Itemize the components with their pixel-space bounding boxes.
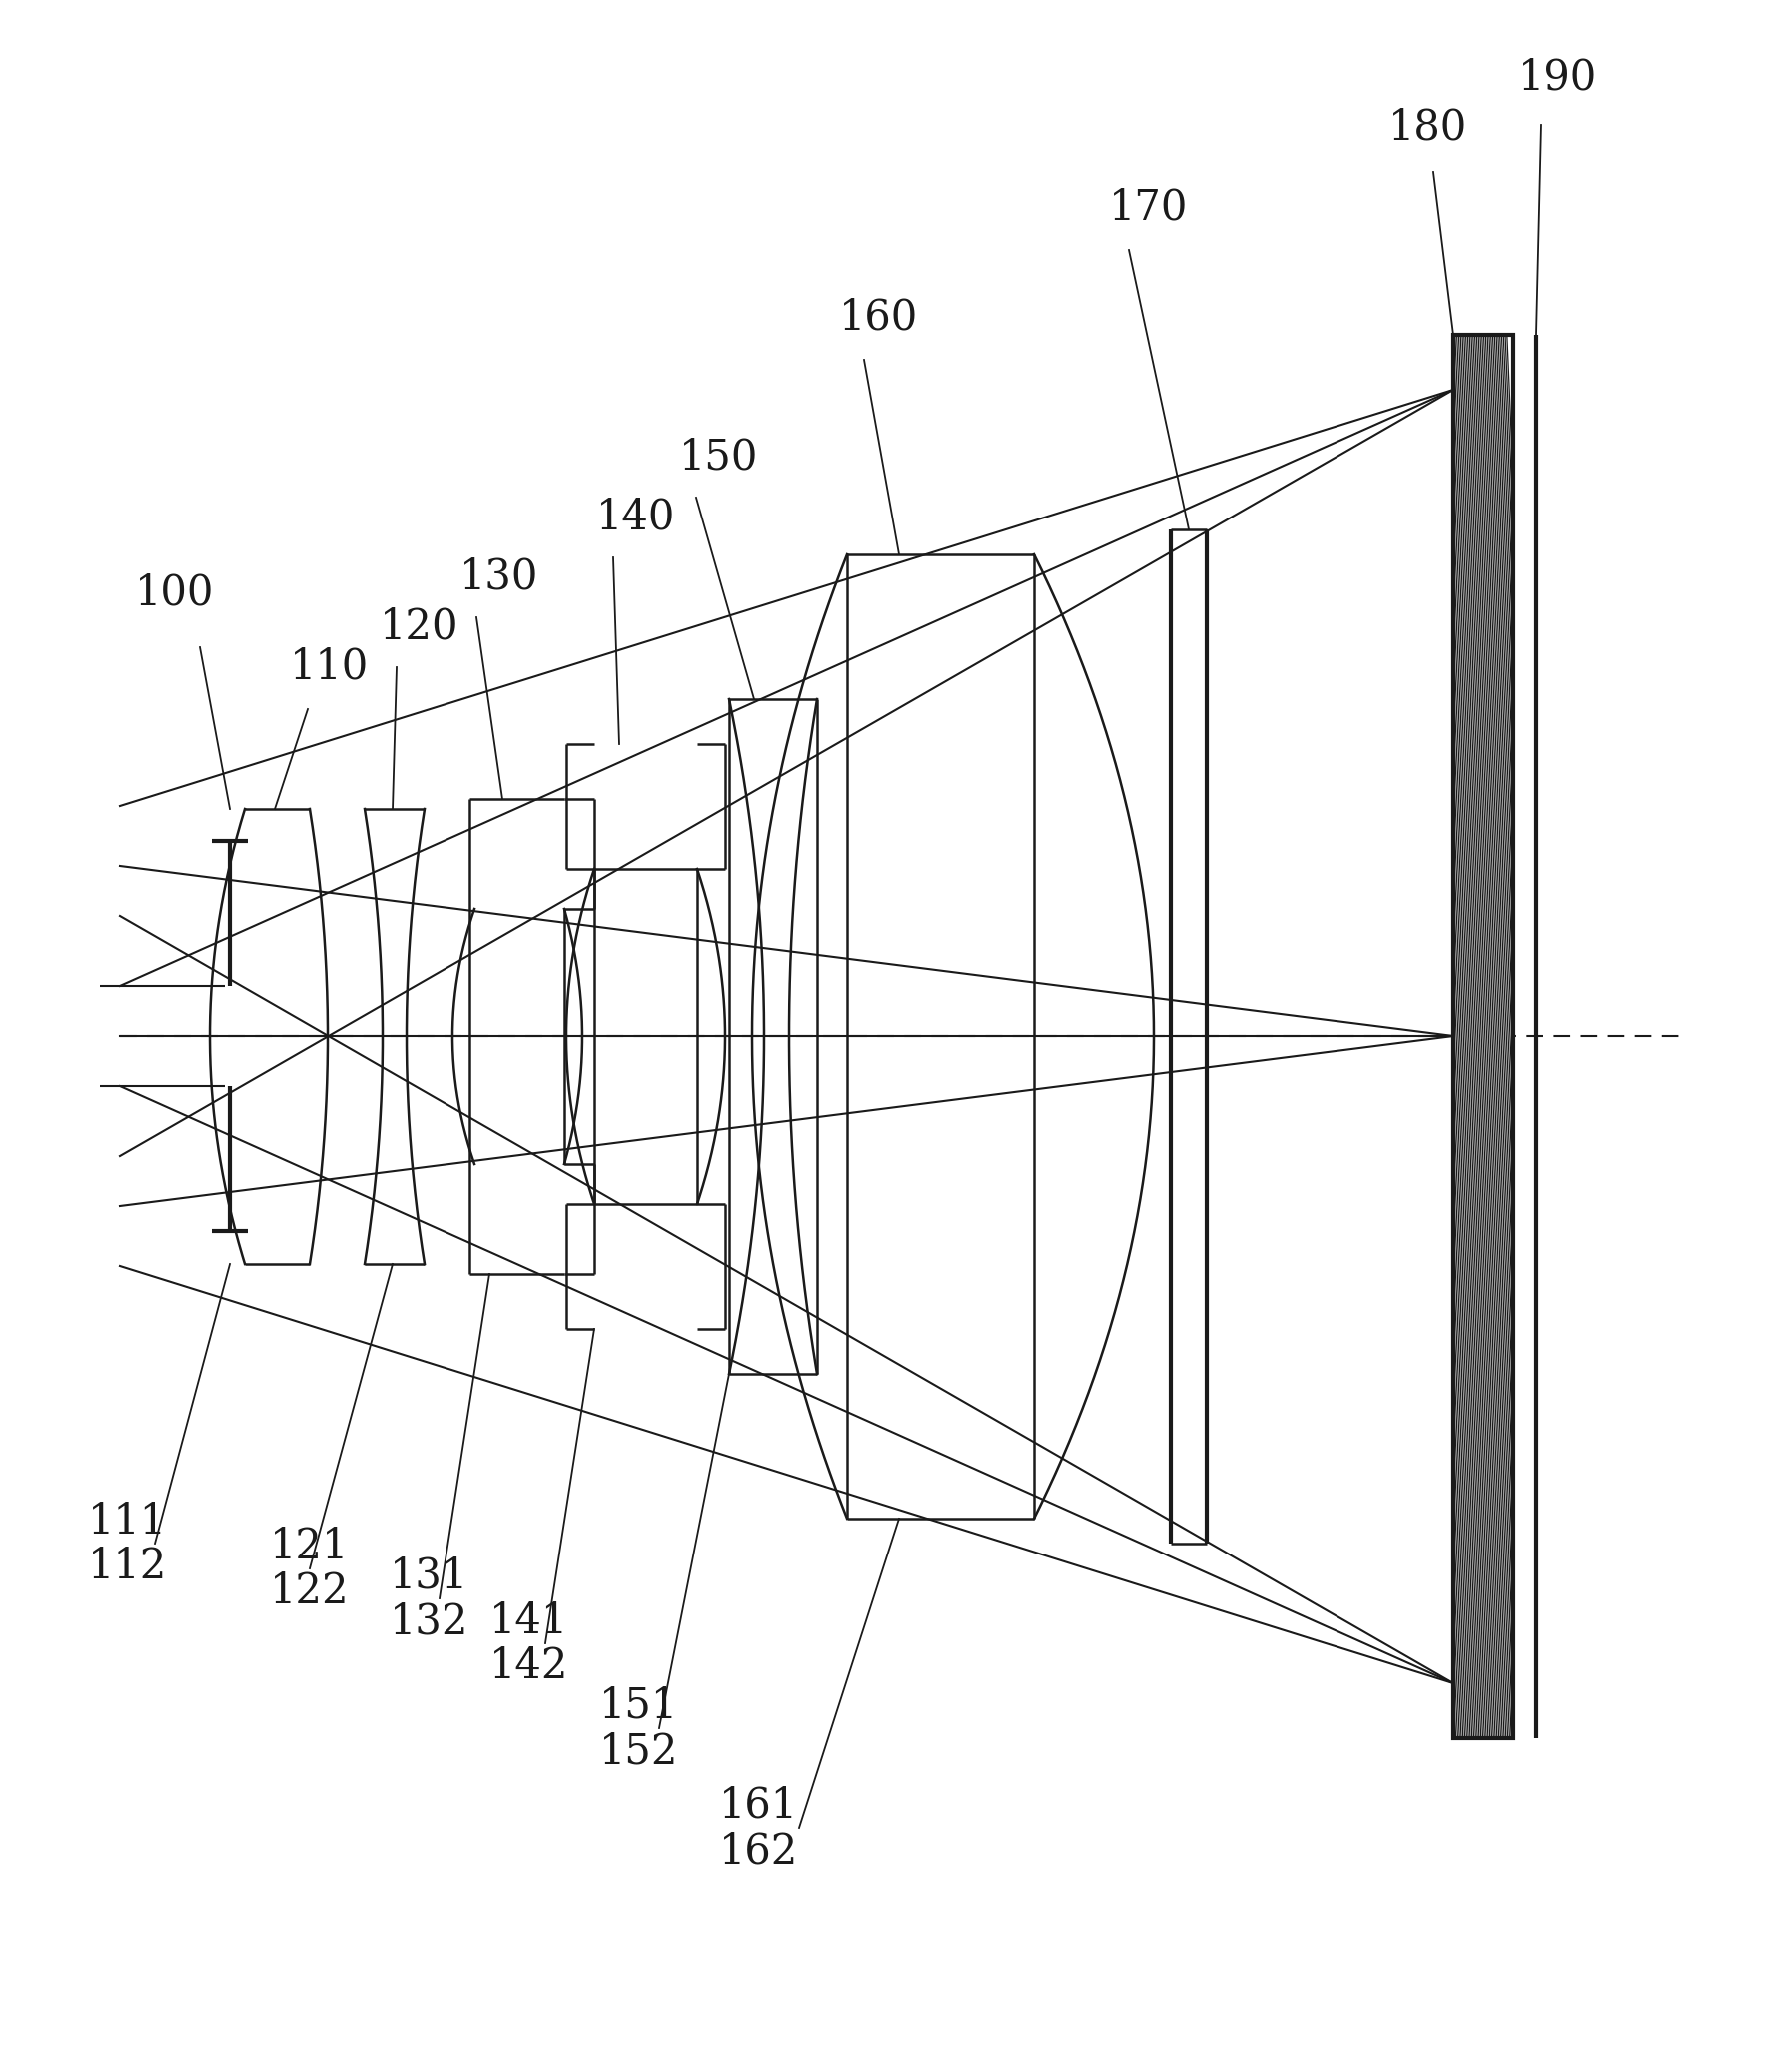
Text: 150: 150 [679,437,758,479]
Text: 141: 141 [490,1600,569,1643]
Text: 140: 140 [596,497,676,539]
Text: 100: 100 [136,572,214,613]
Text: 132: 132 [389,1600,469,1643]
Text: 122: 122 [269,1571,349,1612]
Text: 110: 110 [289,646,369,688]
Text: 180: 180 [1389,108,1467,149]
Text: 112: 112 [87,1546,168,1587]
Text: 170: 170 [1109,186,1187,228]
Text: 152: 152 [599,1730,679,1772]
Text: 161: 161 [719,1786,799,1828]
Text: 151: 151 [599,1685,679,1728]
Text: 121: 121 [269,1525,349,1569]
Bar [1453,336,1514,1738]
Text: 160: 160 [840,296,918,338]
Text: 111: 111 [87,1500,168,1542]
Text: 120: 120 [380,607,458,649]
Text: 142: 142 [490,1645,569,1687]
Text: 131: 131 [389,1556,469,1598]
Text: 162: 162 [719,1830,799,1873]
Text: 130: 130 [460,557,538,599]
Text: 190: 190 [1519,56,1598,99]
